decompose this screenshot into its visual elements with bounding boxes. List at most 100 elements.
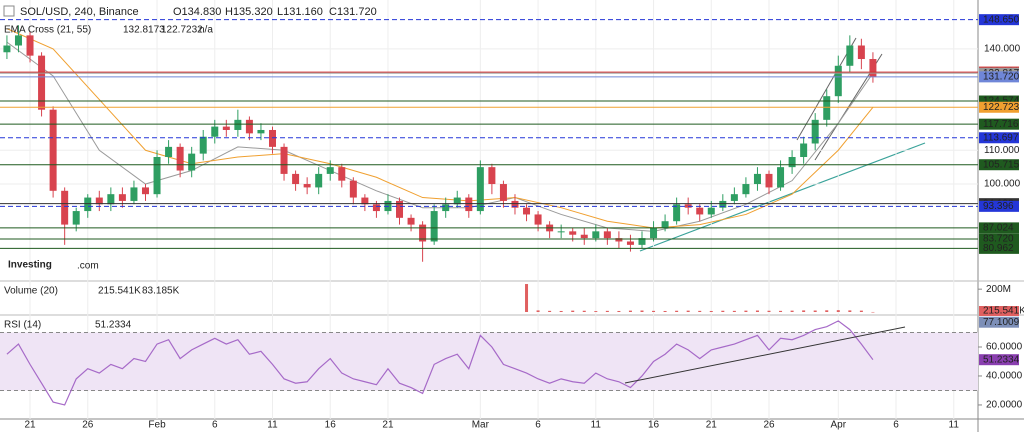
level-label: 122.723 xyxy=(983,102,1020,113)
rsi-band xyxy=(0,332,978,391)
panel-title: RSI (14) xyxy=(4,320,41,331)
level-badge xyxy=(979,14,1019,26)
candle-body xyxy=(107,194,115,205)
candle-body xyxy=(788,157,796,168)
volume-bar xyxy=(871,311,875,313)
candle-body xyxy=(14,35,22,46)
candle-body xyxy=(49,109,57,191)
volume-bar xyxy=(825,310,829,312)
level-label: 131.720 xyxy=(983,72,1020,83)
y-tick-label: 140.000 xyxy=(984,44,1021,55)
indicator-value: 132.8173 xyxy=(123,25,165,36)
candle-body xyxy=(857,45,865,60)
level-badge xyxy=(979,101,1019,113)
candle-body xyxy=(188,153,196,171)
candle-body xyxy=(211,126,219,137)
candle-body xyxy=(765,173,773,188)
chart-title: SOL/USD, 240, Binance xyxy=(20,6,139,18)
x-tick-label: Feb xyxy=(148,420,166,431)
volume-bar xyxy=(663,310,667,312)
volume-bar xyxy=(594,311,598,312)
last-label: 215.541K xyxy=(983,306,1024,317)
volume-bar xyxy=(698,310,702,312)
indicator-value: 122.7232 xyxy=(161,25,203,36)
volume-bar xyxy=(813,310,817,312)
volume-bar xyxy=(859,310,863,312)
volume-bar xyxy=(582,310,586,312)
level-label: 105.715 xyxy=(983,159,1020,170)
volume-bar xyxy=(652,310,656,312)
candle-body xyxy=(222,126,230,130)
candle-body xyxy=(650,227,658,239)
quote-value: H135.320 xyxy=(225,6,273,18)
x-tick-label: 16 xyxy=(325,420,337,431)
candle-body xyxy=(165,146,173,158)
rsi-line xyxy=(6,320,874,406)
level-label: 148.650 xyxy=(983,14,1020,25)
volume-bar xyxy=(605,310,609,312)
candle-body xyxy=(269,129,277,147)
candle-body xyxy=(234,119,242,130)
volume-bar xyxy=(790,310,794,312)
candle-body xyxy=(338,167,346,181)
candle-body xyxy=(777,167,785,188)
volume-bar xyxy=(536,310,540,312)
candle-body xyxy=(557,231,565,233)
level-badge xyxy=(979,159,1019,171)
volume-bar xyxy=(628,310,632,312)
volume-bar xyxy=(802,310,806,312)
y-tick-label: 110.000 xyxy=(984,145,1020,156)
candle-body xyxy=(72,211,80,225)
candle-body xyxy=(753,173,761,185)
x-tick-label: 11 xyxy=(267,420,278,431)
candle-body xyxy=(834,65,842,97)
level-badge xyxy=(979,71,1019,83)
candle-body xyxy=(626,241,634,245)
candle-body xyxy=(638,238,646,245)
level-label: 83.720 xyxy=(983,234,1014,245)
last-badge xyxy=(979,306,1019,316)
candle-body xyxy=(257,129,265,134)
legend-value: 83.185K xyxy=(142,286,180,297)
x-tick-label: Mar xyxy=(472,420,490,431)
candle-body xyxy=(476,167,484,212)
x-tick-label: Apr xyxy=(831,420,847,431)
level-label: 51.2334 xyxy=(983,354,1020,365)
y-tick-label: 200M xyxy=(986,284,1011,295)
symbol-icon[interactable] xyxy=(3,5,15,17)
candle-body xyxy=(869,59,877,77)
level-badge xyxy=(979,95,1019,107)
candle-body xyxy=(523,207,531,215)
candle-body xyxy=(800,143,808,158)
level-label: 80.962 xyxy=(983,243,1014,254)
volume-bar xyxy=(525,284,529,312)
volume-bar xyxy=(744,310,748,312)
legend-value: 215.541K xyxy=(98,286,141,297)
level-badge xyxy=(979,222,1019,234)
candle-body xyxy=(696,207,704,215)
x-tick-label: 26 xyxy=(82,420,94,431)
candle-body xyxy=(430,211,438,242)
candle-body xyxy=(176,146,184,171)
candle-body xyxy=(130,187,138,201)
candle-body xyxy=(730,194,738,201)
candle-body xyxy=(245,119,253,134)
candle-body xyxy=(719,200,727,208)
level-label: 113.697 xyxy=(983,132,1019,143)
candle-body xyxy=(569,231,577,235)
volume-bar xyxy=(755,310,759,312)
candle-body xyxy=(95,197,103,205)
candle-body xyxy=(442,204,450,212)
y-tick-label: 100.000 xyxy=(984,179,1021,190)
candle-body xyxy=(823,96,831,120)
level-badge xyxy=(979,132,1019,144)
volume-bar xyxy=(721,310,725,312)
candle-body xyxy=(846,45,854,66)
level-label: 117.716 xyxy=(983,119,1019,130)
volume-bar xyxy=(617,310,621,312)
candle-body xyxy=(361,197,369,205)
candle-body xyxy=(396,200,404,218)
candle-body xyxy=(84,197,92,212)
